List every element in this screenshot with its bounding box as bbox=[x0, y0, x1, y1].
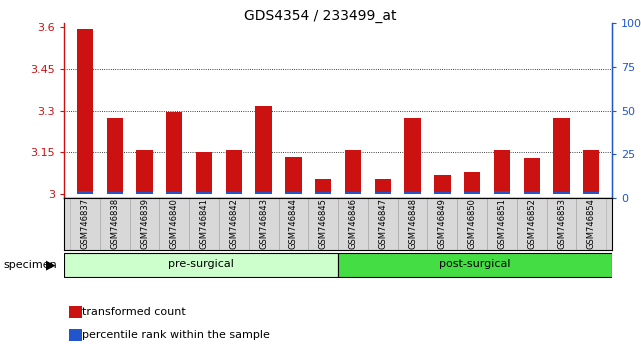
Text: post-surgical: post-surgical bbox=[439, 259, 511, 269]
Bar bbox=[524, 192, 540, 194]
Text: GSM746845: GSM746845 bbox=[319, 199, 328, 249]
Bar bbox=[137, 192, 153, 194]
Bar bbox=[583, 192, 599, 194]
Bar bbox=[434, 175, 451, 194]
Bar bbox=[404, 118, 420, 194]
Text: GSM746843: GSM746843 bbox=[259, 198, 268, 250]
Text: GSM746854: GSM746854 bbox=[587, 199, 595, 249]
Bar bbox=[69, 329, 82, 341]
Text: GSM746853: GSM746853 bbox=[557, 198, 566, 250]
Bar bbox=[345, 192, 362, 194]
Text: ▶: ▶ bbox=[46, 258, 56, 271]
Bar bbox=[256, 107, 272, 194]
Bar bbox=[226, 192, 242, 194]
Text: GSM746850: GSM746850 bbox=[468, 199, 477, 249]
Text: GSM746849: GSM746849 bbox=[438, 199, 447, 249]
Text: GSM746846: GSM746846 bbox=[349, 198, 358, 250]
FancyBboxPatch shape bbox=[338, 253, 612, 276]
Text: GSM746839: GSM746839 bbox=[140, 198, 149, 250]
Bar bbox=[106, 118, 123, 194]
Text: transformed count: transformed count bbox=[83, 307, 187, 317]
Bar bbox=[166, 192, 183, 194]
Bar bbox=[494, 149, 510, 194]
Bar bbox=[315, 179, 331, 194]
Bar bbox=[315, 192, 331, 194]
Bar bbox=[404, 192, 420, 194]
Text: pre-surgical: pre-surgical bbox=[168, 259, 234, 269]
Bar bbox=[137, 149, 153, 194]
Bar bbox=[69, 306, 82, 318]
Bar bbox=[553, 192, 570, 194]
Bar bbox=[77, 191, 93, 194]
Bar bbox=[374, 192, 391, 194]
Text: GSM746840: GSM746840 bbox=[170, 199, 179, 249]
Bar bbox=[524, 158, 540, 194]
Bar bbox=[374, 179, 391, 194]
Text: GSM746847: GSM746847 bbox=[378, 198, 387, 250]
Bar bbox=[434, 192, 451, 194]
Bar bbox=[166, 112, 183, 194]
Text: GSM746844: GSM746844 bbox=[289, 199, 298, 249]
Bar bbox=[196, 152, 212, 194]
FancyBboxPatch shape bbox=[64, 253, 338, 276]
Text: GSM746852: GSM746852 bbox=[528, 199, 537, 249]
Text: GSM746838: GSM746838 bbox=[110, 198, 119, 250]
Text: percentile rank within the sample: percentile rank within the sample bbox=[83, 330, 271, 340]
Bar bbox=[196, 192, 212, 194]
Bar bbox=[106, 192, 123, 194]
Bar bbox=[256, 192, 272, 194]
Bar bbox=[464, 172, 480, 194]
Bar bbox=[285, 192, 302, 194]
Text: specimen: specimen bbox=[3, 260, 57, 270]
Bar bbox=[583, 149, 599, 194]
Bar bbox=[77, 29, 93, 194]
Bar bbox=[345, 149, 362, 194]
Text: GSM746837: GSM746837 bbox=[81, 198, 90, 250]
Bar bbox=[285, 156, 302, 194]
Bar bbox=[553, 118, 570, 194]
Bar bbox=[226, 149, 242, 194]
Text: GSM746842: GSM746842 bbox=[229, 199, 238, 249]
Text: GSM746848: GSM746848 bbox=[408, 198, 417, 250]
Text: GSM746841: GSM746841 bbox=[199, 199, 208, 249]
Text: GDS4354 / 233499_at: GDS4354 / 233499_at bbox=[244, 9, 397, 23]
Text: GSM746851: GSM746851 bbox=[497, 199, 506, 249]
Bar bbox=[464, 192, 480, 194]
Bar bbox=[494, 191, 510, 194]
